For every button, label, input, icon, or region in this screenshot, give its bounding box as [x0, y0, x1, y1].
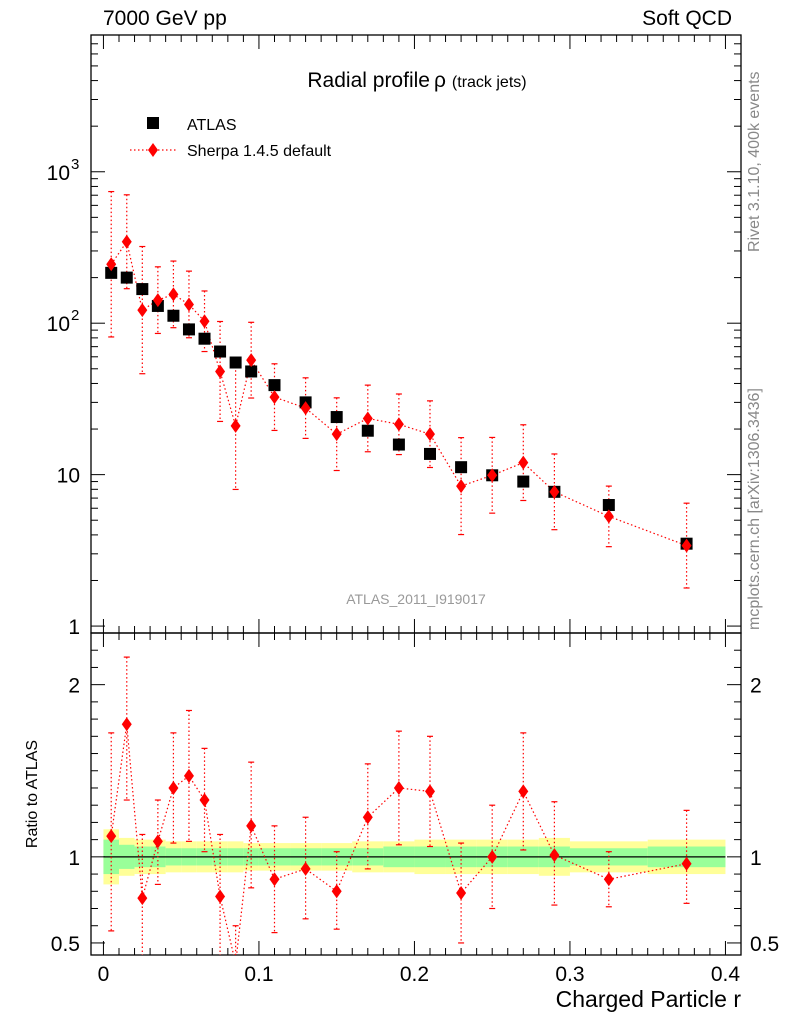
atlas-point: [602, 499, 615, 512]
atlas-point: [517, 475, 530, 488]
ratio-y-axis-title: Ratio to ATLAS: [24, 740, 41, 848]
ratio-point: [549, 848, 560, 863]
legend-sherpa-marker: [148, 143, 158, 157]
ratio-point: [393, 780, 404, 795]
sherpa-point: [106, 257, 117, 272]
atlas-point: [245, 365, 258, 378]
atlas-point: [167, 309, 180, 322]
sherpa-point: [393, 417, 404, 432]
chart-title-main: Radial profile: [307, 69, 430, 92]
sherpa-point: [331, 427, 342, 442]
ratio-point: [300, 861, 311, 876]
main-ytick-label: 1: [68, 616, 80, 639]
sherpa-point: [362, 411, 373, 426]
header-left: 7000 GeV pp: [103, 7, 227, 30]
chart-title: Radial profile ρ (track jets): [307, 69, 526, 92]
atlas-point: [182, 323, 195, 336]
ratio-point: [183, 768, 194, 783]
ratio-point: [487, 849, 498, 864]
sherpa-point: [269, 390, 280, 405]
ratio-ytick-label-right: 2: [750, 675, 762, 698]
ratio-point: [246, 818, 257, 833]
ratio-point: [681, 856, 692, 871]
ratio-point: [518, 784, 529, 799]
sherpa-point: [681, 538, 692, 553]
ratio-point: [121, 717, 132, 732]
atlas-point: [229, 356, 242, 369]
sherpa-point: [137, 303, 148, 318]
sherpa-point: [487, 468, 498, 483]
atlas-point: [361, 424, 374, 437]
atlas-point: [120, 271, 133, 284]
atlas-point: [198, 332, 211, 345]
sherpa-point: [152, 293, 163, 308]
atlas-point: [214, 345, 227, 358]
atlas-point: [423, 447, 436, 460]
x-axis-title: Charged Particle r: [556, 986, 742, 1012]
main-ytick-exponent: 2: [71, 307, 79, 324]
header-right: Soft QCD: [642, 7, 732, 30]
sherpa-point: [121, 234, 132, 249]
ratio-point: [603, 872, 614, 887]
ratio-plot-area: [106, 656, 692, 971]
main-ytick-label: 10: [57, 465, 80, 488]
ratio-point: [152, 834, 163, 849]
ratio-ytick-label: 1: [68, 847, 80, 870]
sherpa-point: [456, 479, 467, 494]
ratio-point: [137, 891, 148, 906]
sherpa-point: [230, 418, 241, 433]
main-ytick-label: 10: [47, 313, 70, 336]
ratio-point: [331, 884, 342, 899]
sherpa-point: [215, 364, 226, 379]
legend-atlas-label: ATLAS: [187, 117, 237, 134]
ratio-xtick-label: 0.4: [711, 963, 741, 986]
main-ytick-exponent: 3: [71, 156, 79, 173]
atlas-point: [268, 379, 281, 392]
sherpa-point: [549, 484, 560, 499]
ratio-point: [168, 780, 179, 795]
sherpa-point: [424, 427, 435, 442]
ratio-ytick-label-right: 1: [750, 847, 762, 870]
legend-atlas-marker: [147, 117, 159, 129]
ratio-point: [215, 889, 226, 904]
ratio-xtick-label: 0.1: [244, 963, 273, 986]
ratio-point: [269, 872, 280, 887]
sherpa-point: [246, 353, 257, 368]
ratio-frame: [90, 632, 742, 956]
sherpa-point: [518, 455, 529, 470]
ratio-ytick-label: 2: [68, 675, 80, 698]
ratio-point: [106, 829, 117, 844]
ratio-xtick-label: 0.2: [400, 963, 429, 986]
atlas-point: [330, 411, 343, 424]
sherpa-point: [168, 287, 179, 302]
sherpa-point: [300, 401, 311, 416]
sherpa-line: [110, 240, 687, 547]
analysis-watermark: ATLAS_2011_I919017: [346, 591, 486, 607]
sherpa-point: [603, 509, 614, 524]
ratio-point: [424, 784, 435, 799]
ratio-point: [199, 793, 210, 808]
main-plot-area: [105, 190, 693, 589]
main-ytick-label: 10: [47, 162, 70, 185]
chart-title-suffix: (track jets): [452, 74, 527, 91]
ratio-xtick-label: 0: [98, 963, 110, 986]
ratio-point: [456, 886, 467, 901]
atlas-point: [105, 266, 118, 279]
legend-sherpa-label: Sherpa 1.4.5 default: [187, 143, 332, 160]
atlas-point: [392, 438, 405, 451]
sherpa-point: [183, 297, 194, 312]
chart-title-symbol: ρ: [434, 69, 446, 92]
ratio-ytick-label-right: 0.5: [750, 933, 779, 956]
atlas-point: [136, 283, 149, 296]
sherpa-point: [199, 314, 210, 329]
atlas-point: [455, 461, 468, 474]
ratio-point: [231, 957, 241, 971]
ratio-point: [362, 810, 373, 825]
ratio-ytick-label: 0.5: [51, 933, 80, 956]
ratio-xtick-label: 0.3: [555, 963, 584, 986]
